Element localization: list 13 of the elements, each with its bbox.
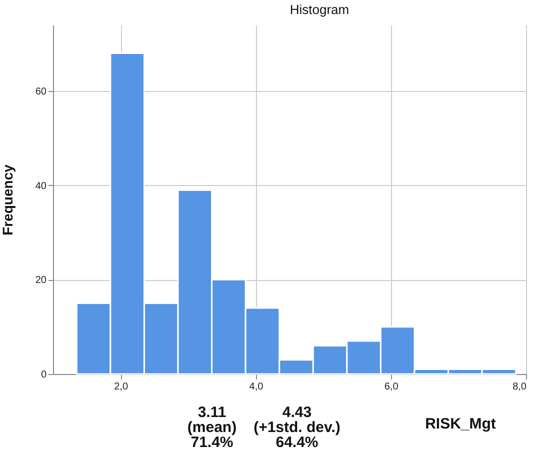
- x-tick-label: 2,0: [114, 382, 128, 392]
- y-tick-label: 60: [35, 86, 47, 98]
- chart-title: Histogram: [290, 2, 350, 17]
- y-tick-label: 40: [35, 180, 47, 192]
- text: 4.43 (+1std. dev.) 64.4%: [254, 404, 340, 451]
- y-axis-title: Frequency: [0, 164, 16, 236]
- x-tick-label: 4,0: [249, 382, 264, 392]
- y-tick-label: 0: [40, 370, 47, 380]
- x-tick-label: 8,0: [512, 382, 527, 392]
- x-tick-label: 6,0: [384, 382, 399, 392]
- text: 3.11 (mean) 71.4%: [187, 404, 237, 451]
- y-tick-label: 20: [35, 275, 47, 286]
- x-axis-title: RISK_Mgt: [425, 416, 496, 432]
